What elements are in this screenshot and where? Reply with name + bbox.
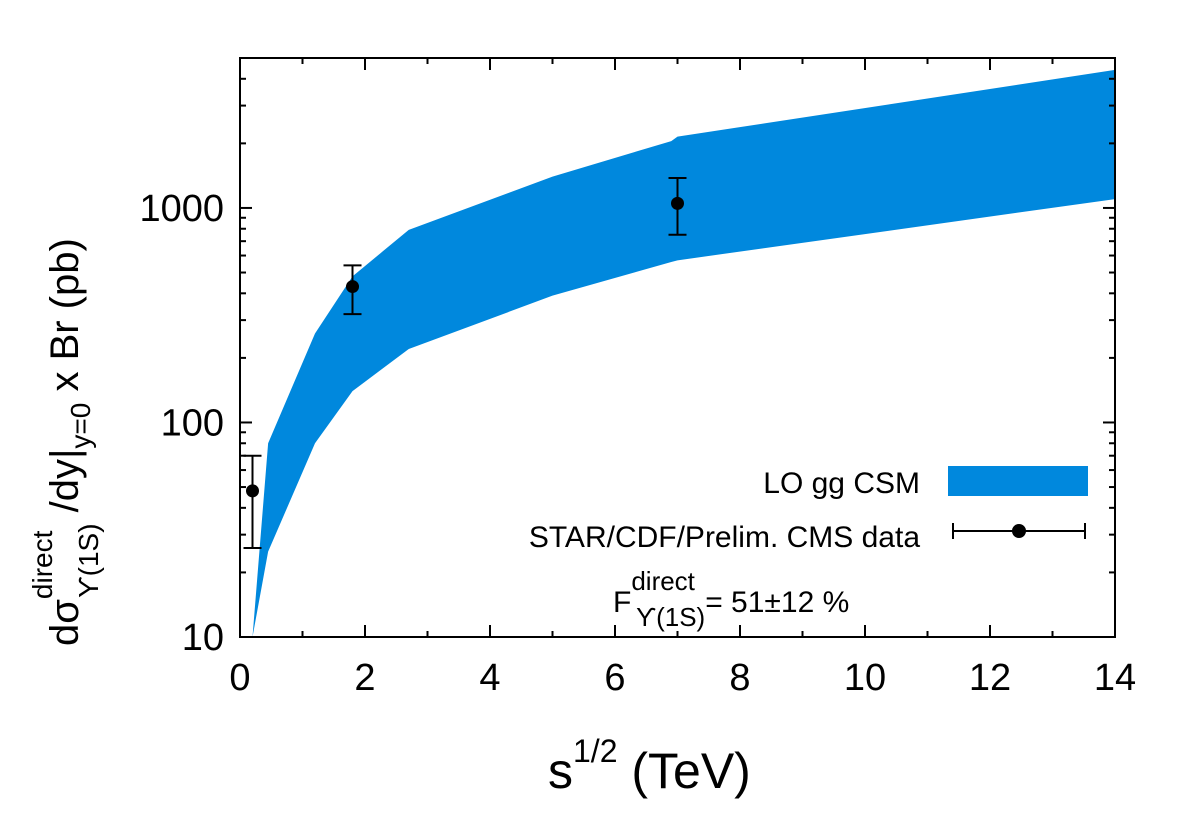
y-axis-label-rest: x Br (pb) (43, 238, 87, 402)
x-axis-label-sup: 1/2 (573, 733, 617, 769)
y-axis-label-sup: direct (27, 530, 58, 599)
y-axis-label: dσdirect ϒ(1S) /dy|y=0 x Br (pb) (27, 238, 104, 646)
band-lo-gg-csm (252, 69, 1115, 638)
y-tick-label: 10 (182, 617, 224, 659)
y-tick-label: 1000 (139, 188, 224, 230)
x-tick-label: 4 (479, 657, 500, 699)
x-axis-label-rest: (TeV) (617, 743, 750, 799)
data-point (246, 484, 259, 498)
y-axis-label-sub-y0: y=0 (65, 403, 96, 449)
x-axis-label-base: s (548, 743, 573, 799)
x-tick-label: 8 (729, 657, 750, 699)
legend-label-band: LO gg CSM (763, 467, 920, 500)
fraction-sup: direct (631, 566, 695, 596)
x-tick-label: 10 (844, 657, 886, 699)
x-tick-label: 14 (1094, 657, 1136, 699)
data-point (671, 196, 684, 210)
fraction-sub: ϒ(1S) (636, 602, 705, 632)
y-axis-label-d: d (43, 624, 87, 646)
data-layer (243, 176, 687, 549)
data-point (346, 280, 359, 294)
legend-swatch-band (948, 466, 1088, 496)
fraction-annotation: Fdirect ϒ(1S)= 51±12 % (613, 566, 849, 632)
tick-layer: 0 2 4 6 8 10 12 14 10 100 1000 (139, 57, 1136, 699)
x-tick-label: 6 (604, 657, 625, 699)
y-tick-label: 100 (161, 402, 224, 444)
y-axis-label-dy: /dy| (43, 449, 87, 524)
legend-swatch-data (952, 523, 1086, 539)
band-layer (252, 69, 1115, 638)
x-tick-label: 0 (229, 657, 250, 699)
y-axis-label-sigma: σ (43, 599, 87, 624)
x-tick-label: 12 (969, 657, 1011, 699)
legend-label-data: STAR/CDF/Prelim. CMS data (529, 521, 920, 554)
y-axis-label-sub: ϒ(1S) (73, 523, 104, 598)
legend: LO gg CSM STAR/CDF/Prelim. CMS data (529, 466, 1088, 554)
fraction-rest: = 51±12 % (705, 586, 849, 619)
fraction-base: F (613, 586, 631, 619)
x-tick-label: 2 (354, 657, 375, 699)
x-axis-label: s1/2 (TeV) (548, 733, 751, 799)
